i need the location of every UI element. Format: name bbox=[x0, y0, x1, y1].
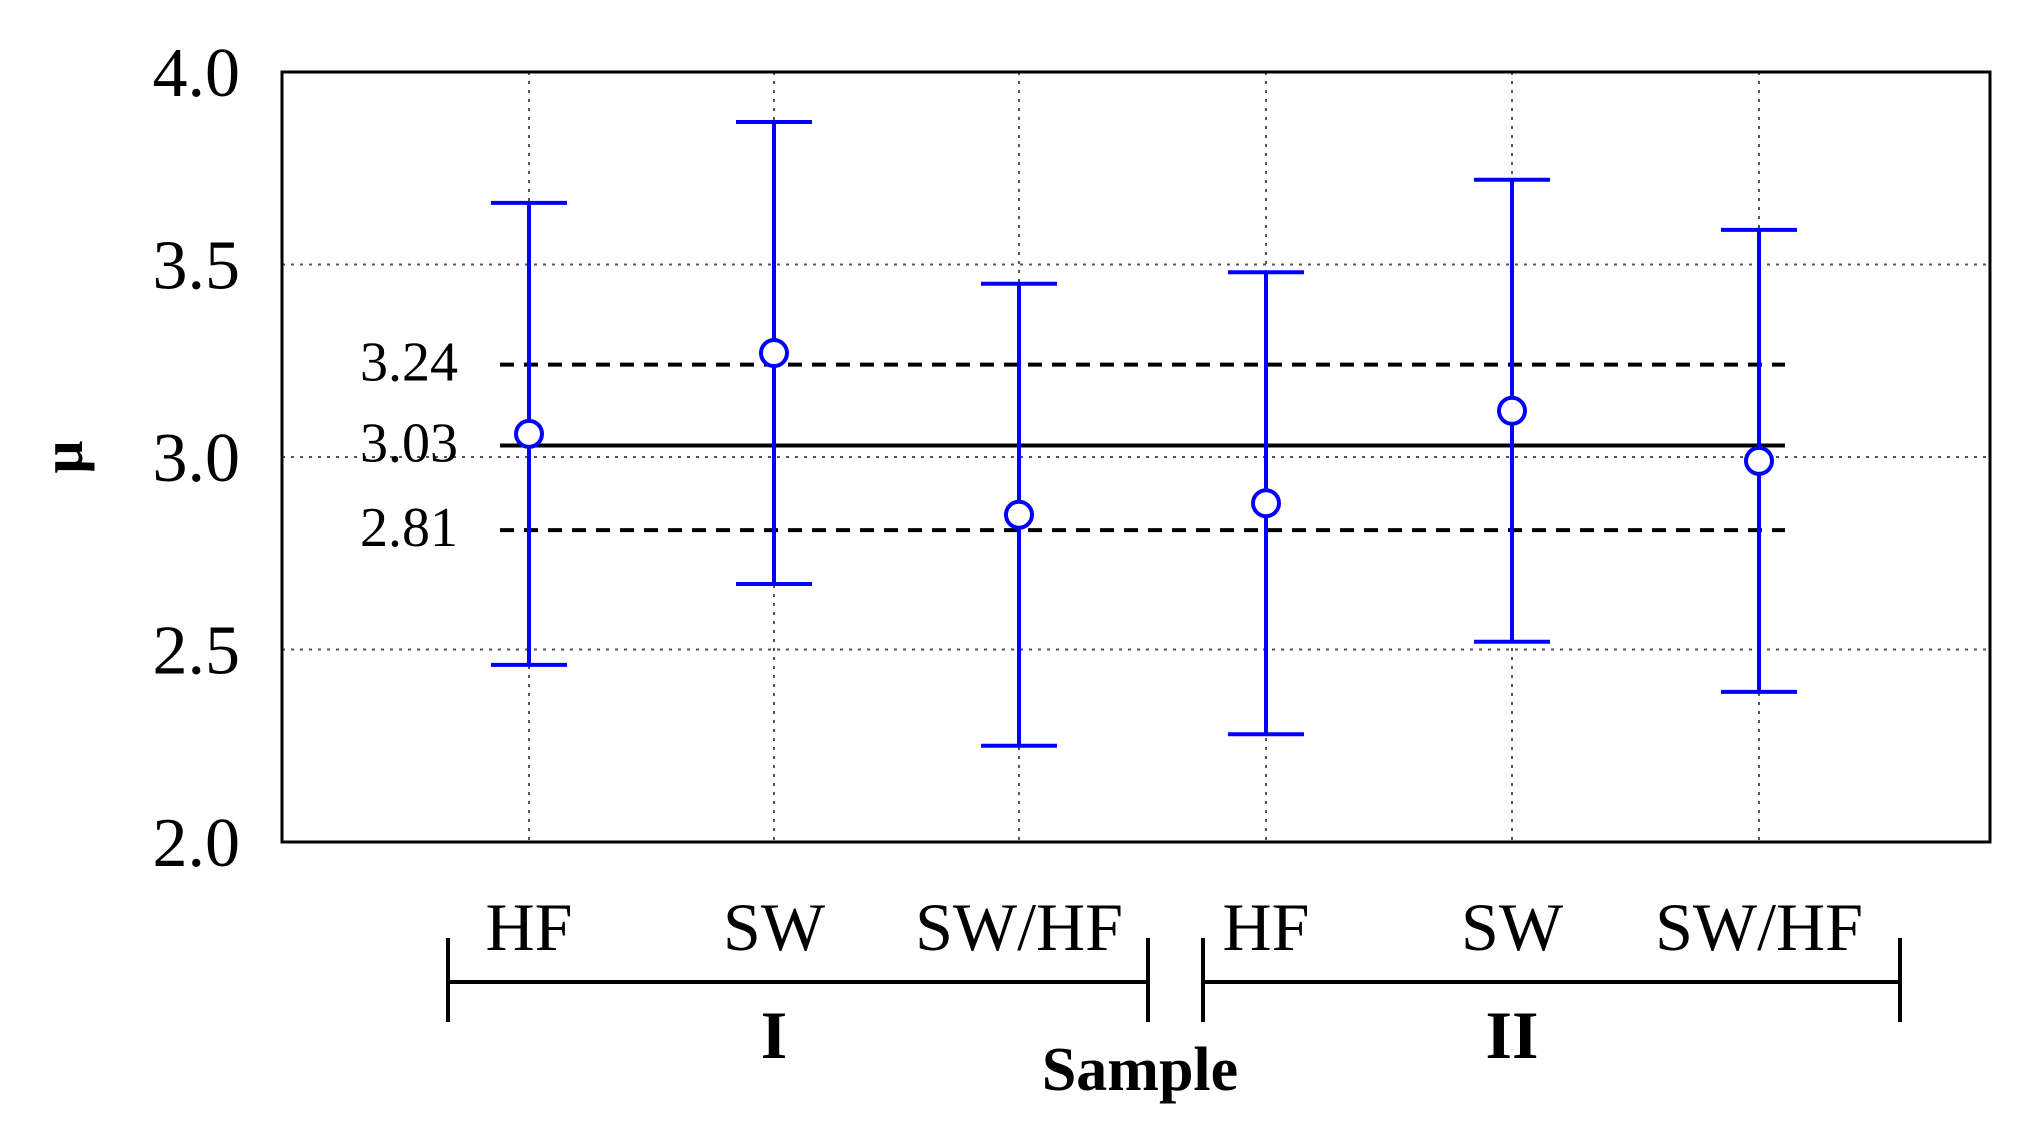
y-axis-label: μ bbox=[30, 440, 95, 473]
x-tick-label: HF bbox=[1223, 889, 1310, 965]
x-tick-label: HF bbox=[486, 889, 573, 965]
y-tick-label: 2.5 bbox=[153, 613, 241, 690]
grid bbox=[282, 72, 1990, 842]
x-tick-labels: HF SW SW/HF HF SW SW/HF bbox=[486, 889, 1863, 965]
x-axis-label: Sample bbox=[1042, 1036, 1238, 1104]
x-tick-label: SW/HF bbox=[915, 889, 1123, 965]
group-label: II bbox=[1486, 997, 1539, 1073]
reference-line-label: 3.24 bbox=[360, 332, 458, 394]
y-tick-label: 3.0 bbox=[153, 420, 241, 497]
mean-marker bbox=[1497, 395, 1527, 426]
mean-marker bbox=[514, 418, 544, 449]
mean-marker bbox=[1251, 488, 1281, 519]
reference-line-label: 2.81 bbox=[360, 497, 458, 559]
x-tick-label: SW bbox=[723, 889, 826, 965]
y-tick-label: 4.0 bbox=[153, 35, 241, 112]
y-tick-label: 2.0 bbox=[153, 805, 241, 882]
plot-frame bbox=[280, 70, 1992, 844]
mean-marker bbox=[1744, 445, 1774, 476]
reference-line-label: 3.03 bbox=[360, 412, 458, 474]
x-tick-label: SW bbox=[1461, 889, 1564, 965]
reference-lines: 3.24 3.03 2.81 bbox=[360, 332, 1785, 559]
x-tick-label: SW/HF bbox=[1655, 889, 1863, 965]
mean-marker bbox=[759, 338, 789, 369]
y-tick-label: 3.5 bbox=[153, 228, 241, 305]
y-tick-labels: 2.0 2.5 3.0 3.5 4.0 bbox=[153, 35, 241, 882]
mean-marker bbox=[1004, 499, 1034, 530]
group-label: I bbox=[761, 997, 787, 1073]
group-brackets: I II bbox=[446, 938, 1902, 1073]
error-bars bbox=[491, 120, 1797, 748]
